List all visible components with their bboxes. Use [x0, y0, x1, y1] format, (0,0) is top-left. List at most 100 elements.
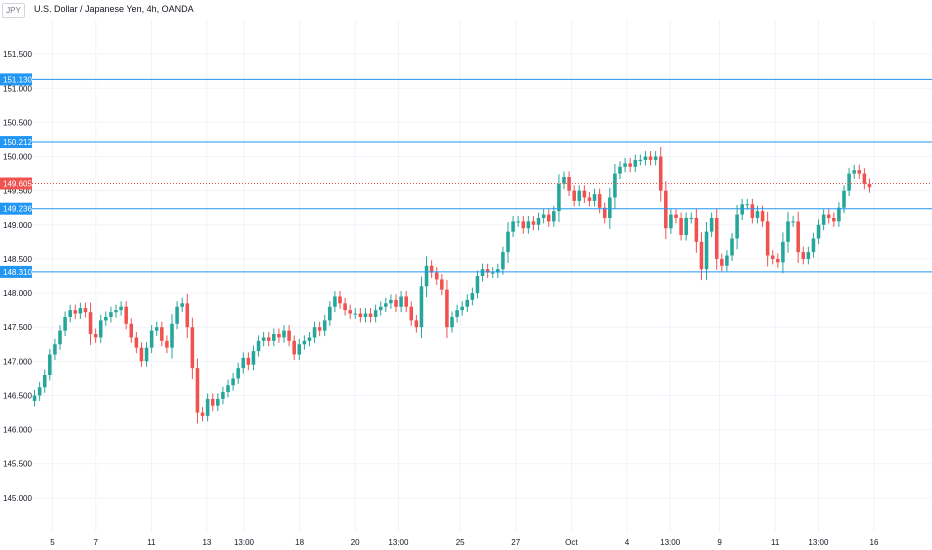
level-badge-label: 149.236: [3, 205, 32, 214]
candle-body: [755, 211, 760, 218]
candle-body: [241, 357, 246, 369]
candle-body: [608, 197, 612, 218]
candle-body: [129, 323, 134, 338]
y-tick-label: 145.000: [3, 494, 32, 503]
x-tick-label: 13:00: [808, 538, 829, 547]
candle-body: [53, 344, 57, 355]
candle-body: [521, 221, 526, 229]
candle-body: [816, 224, 821, 239]
candle-body: [628, 163, 632, 167]
x-tick-label: 11: [147, 538, 156, 547]
candle-body: [725, 255, 729, 266]
candle-body: [699, 241, 704, 270]
candle-body: [684, 217, 688, 236]
level-badge-label: 151.130: [3, 75, 32, 84]
y-tick-label: 145.500: [3, 460, 32, 469]
candle-body: [261, 337, 266, 341]
candle-body: [821, 214, 826, 225]
candle-body: [205, 398, 210, 416]
candle-body: [180, 303, 184, 307]
candle-body: [653, 156, 658, 160]
candle-body: [490, 272, 495, 274]
chart-title: U.S. Dollar / Japanese Yen, 4h, OANDA: [34, 4, 194, 14]
candle-body: [592, 194, 597, 201]
candle-body: [735, 214, 739, 239]
y-tick-label: 148.000: [3, 289, 32, 298]
candle-body: [88, 312, 93, 335]
x-tick-label: 13:00: [660, 538, 681, 547]
candle-body: [689, 217, 694, 219]
candle-body: [572, 190, 576, 201]
y-tick-label: 146.000: [3, 426, 32, 435]
x-tick-label: 4: [625, 538, 630, 547]
candle-body: [32, 395, 37, 401]
candle-body: [847, 173, 851, 191]
candle-body: [826, 214, 831, 218]
candle-body: [287, 330, 291, 341]
candle-body: [434, 272, 439, 280]
candle-body: [358, 313, 363, 317]
candle-body: [414, 320, 419, 328]
candle-body: [597, 194, 602, 208]
x-tick-label: 16: [870, 538, 879, 547]
y-tick-label: 150.000: [3, 153, 32, 162]
last-price-label: 149.605: [3, 179, 32, 188]
candle-body: [440, 279, 444, 290]
candle-body: [368, 313, 373, 317]
candle-body: [83, 308, 88, 313]
candle-body: [557, 183, 561, 212]
candle-body: [664, 190, 668, 229]
level-badge: [0, 73, 32, 86]
candle-body: [455, 310, 459, 317]
candle-body: [149, 330, 154, 348]
candle-body: [98, 320, 103, 338]
candle-body: [633, 159, 638, 167]
x-tick-label: 5: [50, 538, 55, 547]
candle-body: [852, 170, 856, 174]
candle-body: [317, 327, 322, 331]
y-tick-label: 149.000: [3, 221, 32, 230]
candle-body: [154, 327, 159, 331]
y-tick-label: 151.500: [3, 50, 32, 59]
candle-body: [485, 269, 490, 273]
candle-body: [511, 221, 515, 232]
candle-body: [536, 217, 541, 225]
candle-body: [328, 306, 332, 321]
y-tick-label: 147.000: [3, 357, 32, 366]
candle-body: [806, 252, 811, 259]
candle-body: [842, 190, 846, 208]
level-badge-label: 150.212: [3, 138, 32, 147]
candle-body: [124, 306, 128, 324]
candle-body: [292, 340, 296, 355]
candle-body: [333, 296, 337, 307]
candle-body: [302, 340, 307, 345]
candle-body: [272, 334, 276, 341]
candle-body: [475, 276, 480, 294]
candle-body: [104, 316, 108, 321]
candle-body: [501, 252, 505, 270]
candle-body: [404, 296, 408, 307]
candle-body: [221, 392, 225, 399]
candle-body: [562, 177, 566, 184]
candle-body: [195, 368, 200, 413]
candle-body: [582, 190, 587, 198]
last-price-badge: [0, 177, 32, 190]
x-tick-label: 20: [351, 538, 360, 547]
candle-body: [460, 306, 464, 311]
candle-body: [740, 204, 744, 215]
candle-body: [643, 156, 648, 160]
y-tick-label: 149.500: [3, 187, 32, 196]
x-tick-label: 9: [717, 538, 722, 547]
candle-body: [506, 231, 510, 253]
candle-body: [322, 320, 327, 331]
candle-body: [144, 347, 149, 362]
x-tick-label: 7: [94, 538, 99, 547]
candle-body: [389, 299, 393, 304]
symbol-badge[interactable]: JPY: [2, 3, 25, 18]
candle-body: [679, 217, 683, 236]
candle-body: [602, 207, 607, 218]
candle-body: [704, 231, 709, 270]
candle-body: [58, 330, 62, 345]
candle-body: [658, 156, 663, 191]
